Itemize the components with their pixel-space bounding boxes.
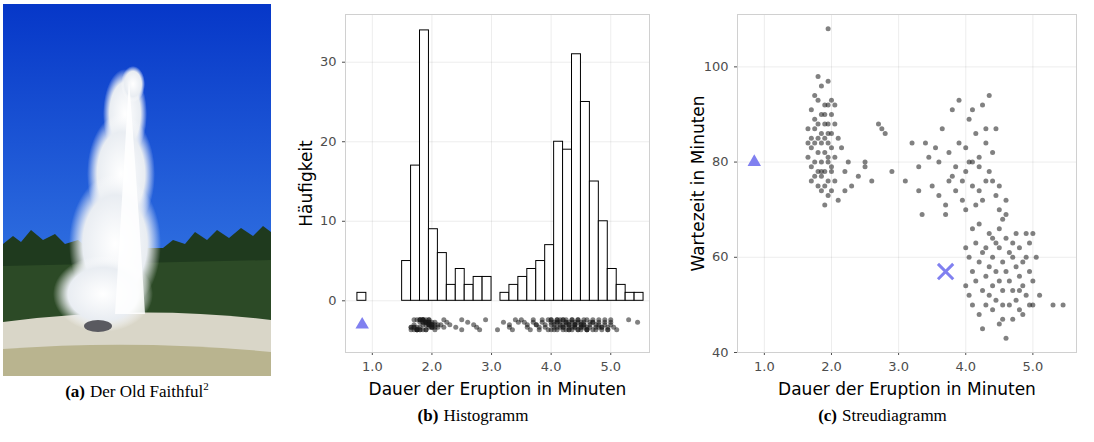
svg-text:60: 60	[712, 249, 729, 264]
svg-text:4.0: 4.0	[955, 359, 976, 374]
svg-text:Dauer der Eruption in Minuten: Dauer der Eruption in Minuten	[369, 379, 627, 399]
svg-text:Dauer der Eruption in Minuten: Dauer der Eruption in Minuten	[778, 379, 1036, 399]
html-text:(a) Der Old Faithful2: (a) Der Old Faithful2	[65, 380, 209, 401]
svg-text:10: 10	[320, 213, 337, 228]
svg-text:5.0: 5.0	[1023, 359, 1044, 374]
svg-text:0: 0	[328, 293, 336, 308]
svg-text:5.0: 5.0	[600, 359, 621, 374]
svg-text:20: 20	[320, 134, 337, 149]
html-text:(b) Histogramm: (b) Histogramm	[417, 406, 529, 425]
svg-text:3.0: 3.0	[481, 359, 502, 374]
svg-text:30: 30	[320, 54, 337, 69]
svg-text:4.0: 4.0	[541, 359, 562, 374]
svg-text:Häufigkeit: Häufigkeit	[296, 140, 316, 227]
svg-text:40: 40	[712, 345, 729, 360]
svg-text:1.0: 1.0	[754, 359, 775, 374]
svg-text:2.0: 2.0	[422, 359, 443, 374]
svg-text:80: 80	[712, 154, 729, 169]
svg-text:Wartezeit in Minuten: Wartezeit in Minuten	[688, 95, 708, 271]
svg-text:1.0: 1.0	[362, 359, 383, 374]
svg-text:100: 100	[704, 59, 729, 74]
html-text:(c) Streudiagramm: (c) Streudiagramm	[818, 406, 947, 425]
svg-text:3.0: 3.0	[888, 359, 909, 374]
svg-text:2.0: 2.0	[821, 359, 842, 374]
